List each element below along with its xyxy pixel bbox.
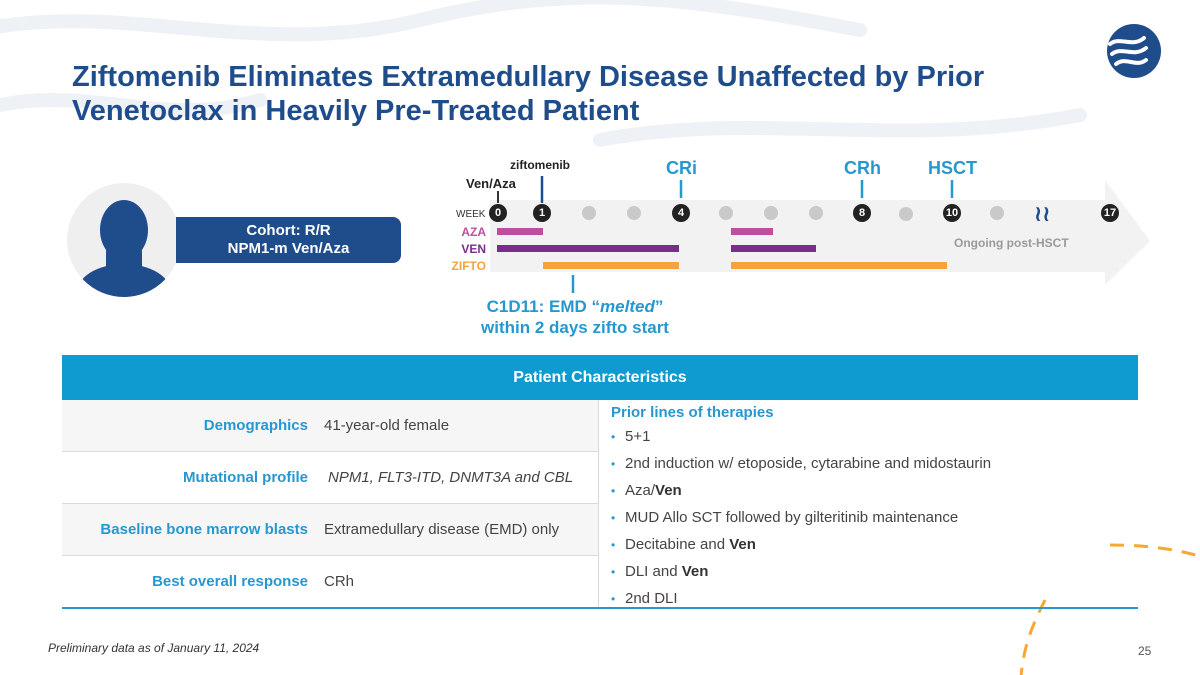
table-row: Best overall response CRh <box>62 556 598 607</box>
table-row: Mutational profile NPM1, FLT3-ITD, DNMT3… <box>62 452 598 504</box>
cohort-line-1: Cohort: R/R <box>246 222 331 239</box>
list-item: • 2nd DLI <box>611 589 1138 616</box>
cohort-label: Cohort: R/R NPM1-m Ven/Aza <box>176 217 401 263</box>
item-bold: Ven <box>681 563 709 580</box>
company-logo-icon <box>1107 24 1161 78</box>
item-text: Decitabine and <box>625 536 730 553</box>
week-marker: 1 <box>533 204 551 222</box>
emd-annotation: C1D11: EMD “melted” within 2 days zifto … <box>460 296 690 338</box>
crh-label: CRh <box>844 158 881 178</box>
list-item: • MUD Allo SCT followed by gilteritinib m… <box>611 508 1138 535</box>
ongoing-post-hsct: Ongoing post-HSCT <box>954 236 1069 250</box>
slide-title: Ziftomenib Eliminates Extramedullary Dis… <box>72 61 985 127</box>
aza-label: AZA <box>461 225 486 239</box>
emd-line-2: within 2 days zifto start <box>481 318 669 337</box>
zifto-label: ZIFTO <box>451 259 486 273</box>
list-item: • Aza/Ven <box>611 481 1138 508</box>
footnote: Preliminary data as of January 11, 2024 <box>48 641 260 655</box>
table-row: Baseline bone marrow blasts Extramedulla… <box>62 504 598 556</box>
characteristics-left: Demographics 41-year-old female Mutation… <box>62 400 598 607</box>
patient-characteristics-table: Patient Characteristics Demographics 41-… <box>62 355 1138 609</box>
row-value: CRh <box>324 573 355 590</box>
bullet-icon: • <box>611 430 616 444</box>
page-number: 25 <box>1138 644 1152 658</box>
week-marker: 0 <box>489 204 507 222</box>
ven-aza-label: Ven/Aza <box>466 176 516 191</box>
ven-label: VEN <box>461 242 486 256</box>
row-value: 41-year-old female <box>324 417 450 434</box>
list-item: • DLI and Ven <box>611 562 1138 589</box>
ziftomenib-label: ziftomenib <box>510 158 570 172</box>
cri-label: CRi <box>666 158 697 178</box>
item-text: MUD Allo SCT followed by gilteritinib ma… <box>625 509 959 526</box>
week-marker: 17 <box>1101 204 1119 222</box>
bullet-icon: • <box>611 511 616 525</box>
bullet-icon: • <box>611 457 616 471</box>
prior-therapies-list: • 5+1 • 2nd induction w/ etoposide, cytara… <box>611 427 1138 616</box>
emd-prefix: C1D11: EMD “ <box>486 297 601 316</box>
row-key: Baseline bone marrow blasts <box>100 521 308 538</box>
prior-therapies-title: Prior lines of therapies <box>611 404 774 421</box>
week-marker: 4 <box>672 204 690 222</box>
list-item: • 5+1 <box>611 427 1138 454</box>
item-bold: Ven <box>729 536 756 553</box>
item-text: 5+1 <box>625 428 651 445</box>
row-value: NPM1, FLT3-ITD, DNMT3A and CBL <box>328 469 574 486</box>
emd-melted: melted <box>600 297 655 316</box>
item-text: Aza/ <box>625 482 656 499</box>
table-header: Patient Characteristics <box>62 355 1138 400</box>
prior-therapies: Prior lines of therapies • 5+1 • 2nd induc… <box>598 400 1138 607</box>
bullet-icon: • <box>611 565 616 579</box>
bullet-icon: • <box>611 592 616 606</box>
row-key: Demographics <box>203 417 308 434</box>
cohort-line-2: NPM1-m Ven/Aza <box>227 240 350 257</box>
hsct-label: HSCT <box>928 158 977 178</box>
patient-avatar <box>67 183 181 297</box>
bullet-icon: • <box>611 484 616 498</box>
week-label: WEEK <box>456 209 486 220</box>
list-item: • 2nd induction w/ etoposide, cytarabine … <box>611 454 1138 481</box>
item-text: 2nd DLI <box>625 590 678 607</box>
bullet-icon: • <box>611 538 616 552</box>
week-marker: 10 <box>943 204 961 222</box>
item-text: DLI and <box>625 563 682 580</box>
item-bold: Ven <box>655 482 682 499</box>
list-item: • Decitabine and Ven <box>611 535 1138 562</box>
row-key: Best overall response <box>152 573 308 590</box>
emd-suffix: ” <box>654 297 664 316</box>
row-key: Mutational profile <box>183 469 308 486</box>
item-text: 2nd induction w/ etoposide, cytarabine a… <box>625 455 992 472</box>
row-value: Extramedullary disease (EMD) only <box>324 521 560 538</box>
table-row: Demographics 41-year-old female <box>62 400 598 452</box>
week-marker: 8 <box>853 204 871 222</box>
